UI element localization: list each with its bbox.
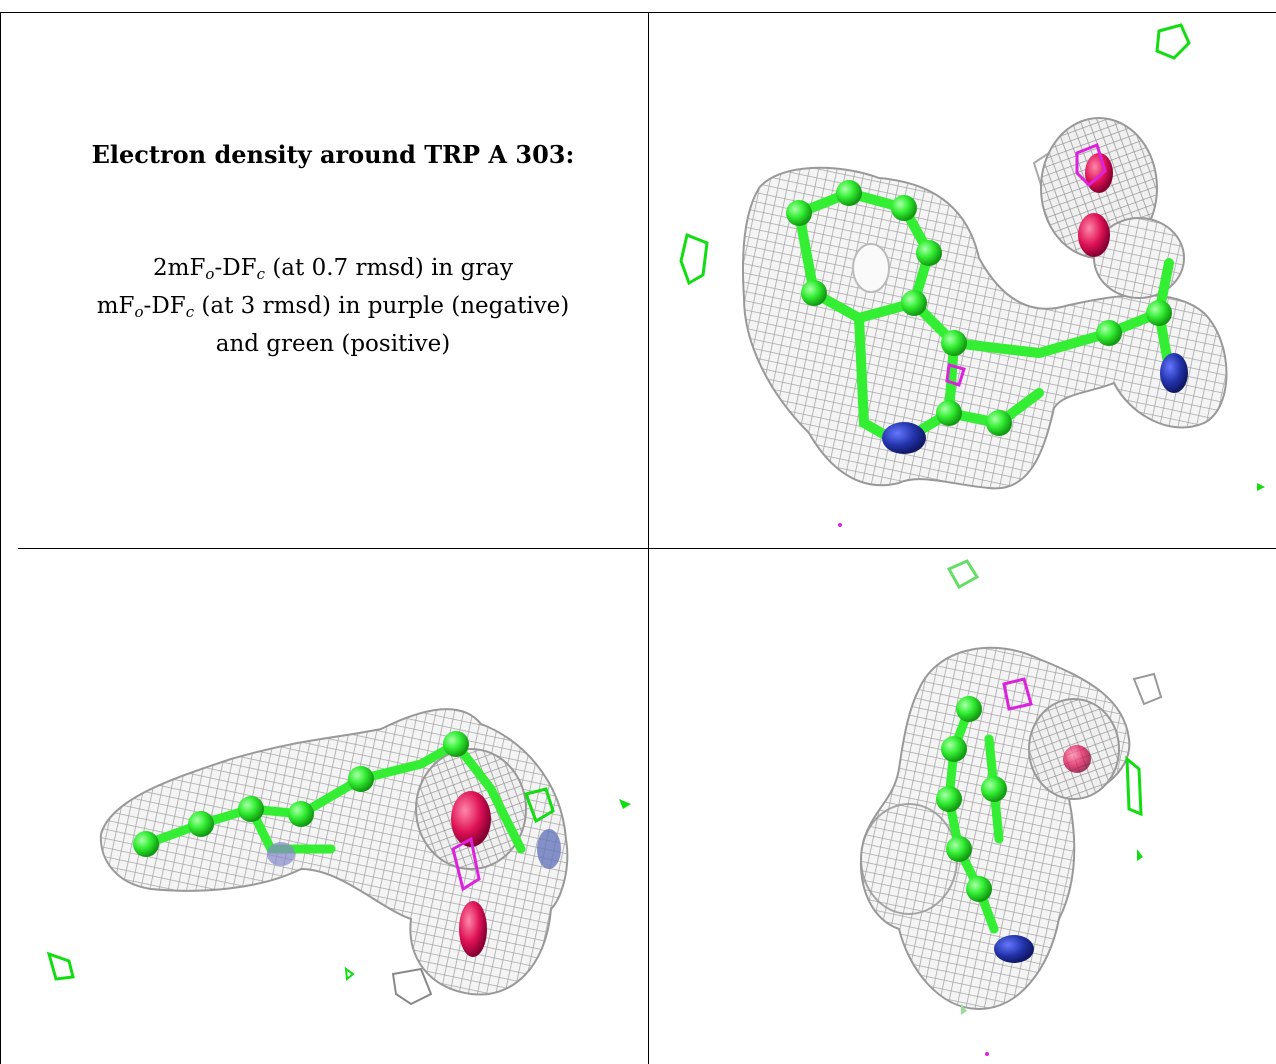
density-view-bottom-right xyxy=(649,549,1276,1064)
electron-density-mesh-icon xyxy=(1,549,648,1064)
electron-density-mesh-icon xyxy=(649,13,1276,548)
caption-line-2: mFo-DFc (at 3 rmsd) in purple (negative) xyxy=(18,290,648,328)
caption-line-1: 2mFo-DFc (at 0.7 rmsd) in gray xyxy=(18,252,648,290)
density-view-top-right xyxy=(649,13,1276,548)
density-view-bottom-left xyxy=(1,549,648,1064)
caption-line-3: and green (positive) xyxy=(18,328,648,360)
caption-legend: 2mFo-DFc (at 0.7 rmsd) in gray mFo-DFc (… xyxy=(18,252,648,360)
caption-cell: Electron density around TRP A 303: 2mFo-… xyxy=(18,12,648,548)
electron-density-mesh-icon xyxy=(649,549,1276,1064)
caption-title: Electron density around TRP A 303: xyxy=(18,140,648,169)
